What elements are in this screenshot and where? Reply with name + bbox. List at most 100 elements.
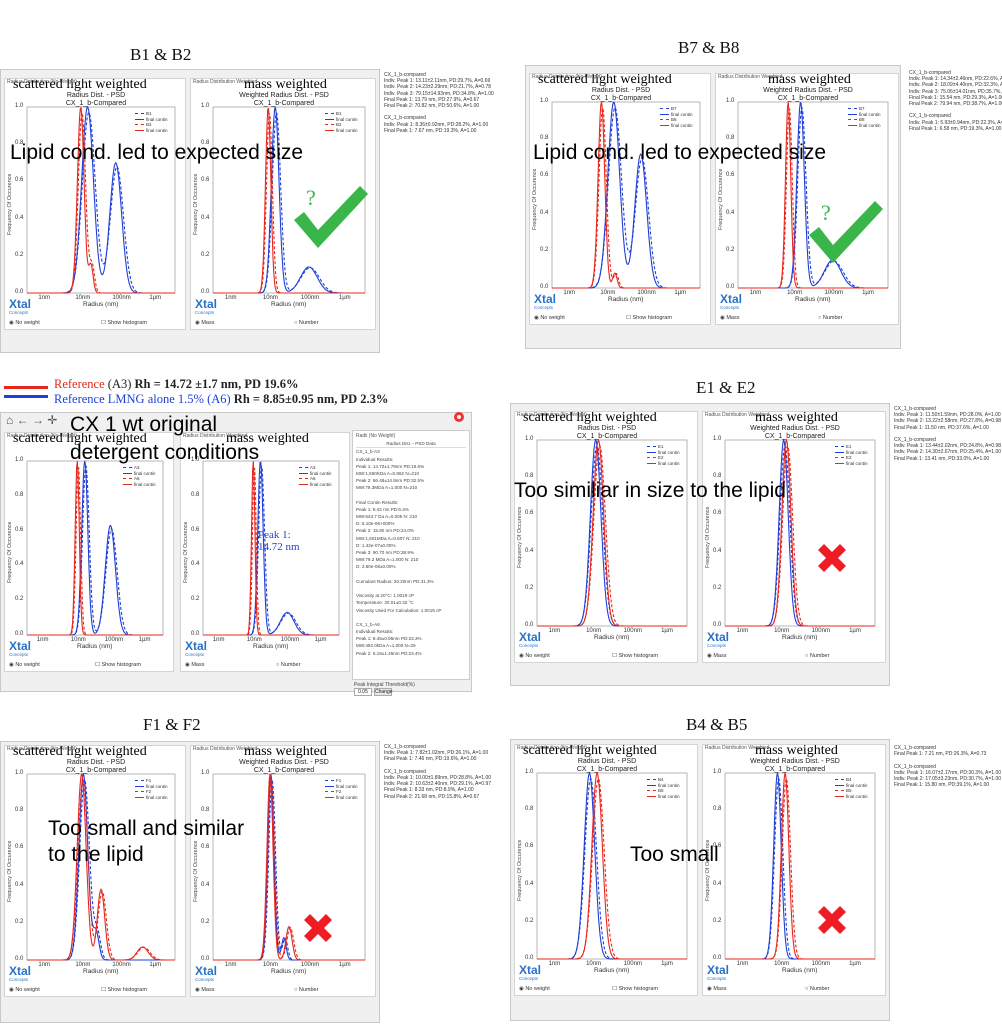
x-axis-label: Radius (nm) — [83, 301, 119, 308]
legend-swatch — [848, 124, 857, 126]
question-mark: ? — [821, 200, 831, 225]
x-tick-label: 10nm — [586, 628, 602, 634]
results-line: Viscosity at 20°C: 1.0019 cP — [356, 593, 414, 599]
results-line: D: 5.10e-06+000% — [356, 521, 395, 527]
show-histogram-checkbox[interactable]: ☐ Show histogram — [95, 662, 141, 668]
legend-text: B1 — [146, 111, 152, 116]
radio-icon: ○ — [294, 320, 299, 326]
summary-line: CX_1_b-compared — [894, 406, 936, 412]
change-button[interactable]: Change — [374, 688, 393, 696]
legend-text: F1 — [146, 778, 152, 783]
no-weight-radio[interactable]: ◉ No weight — [9, 662, 40, 668]
x-tick-label: 1nm — [736, 628, 749, 634]
mass-radio[interactable]: ◉ Mass — [720, 315, 739, 321]
move-icon[interactable]: ✛ — [47, 413, 58, 427]
no-weight-radio[interactable]: ◉ No weight — [9, 320, 40, 326]
legend-text: B8 — [671, 117, 677, 122]
reference-blue-line-icon — [4, 395, 48, 398]
radio-label: No weight — [15, 987, 40, 993]
y-tick-label: 0.2 — [713, 584, 722, 591]
logo-text: Xtal — [9, 964, 32, 978]
x-tick-label: 100nm — [112, 295, 131, 301]
check-mark-icon — [294, 186, 368, 248]
legend-swatch — [835, 790, 844, 792]
results-window-title: Radii (No Weight) — [356, 433, 396, 439]
no-weight-radio[interactable]: ◉ No weight — [9, 987, 40, 993]
summary-line: Indiv. Peak 3: 79.15±14.93nm, PD:34.8%, … — [384, 90, 494, 97]
number-radio[interactable]: ○ Number — [294, 320, 318, 326]
mass-radio[interactable]: ◉ Mass — [707, 653, 726, 659]
no-weight-radio[interactable]: ◉ No weight — [534, 315, 565, 321]
mass-radio[interactable]: ◉ Mass — [195, 320, 214, 326]
radio-icon: ◉ — [185, 662, 192, 668]
series-line-E2 — [537, 438, 687, 627]
window-title: Radius Distribution (No Weight) — [517, 412, 587, 418]
series-line-B4-final-contin — [537, 778, 687, 960]
xtal-logo: Xtal Concepts — [519, 964, 541, 981]
y-tick-label: 0.6 — [15, 844, 24, 851]
mass-radio[interactable]: ◉ Mass — [195, 987, 214, 993]
x-tick-label: 100nm — [623, 961, 642, 967]
left-distribution-plot — [26, 460, 164, 636]
legend-entry: B1 — [325, 111, 358, 117]
peak-summary: CX_1_b-compared Indiv. Peak 1: 13.11±2.11… — [384, 72, 494, 134]
legend-text: final contin — [336, 783, 358, 789]
show-histogram-checkbox[interactable]: ☐ Show histogram — [101, 987, 147, 993]
threshold-input[interactable]: 0.05 — [354, 688, 372, 696]
radio-label: Number — [809, 653, 830, 659]
results-line: D: 1.42e-07±0.00% — [356, 542, 396, 548]
number-radio[interactable]: ○ Number — [818, 315, 842, 321]
legend-swatch — [835, 457, 844, 459]
mass-radio[interactable]: ◉ Mass — [707, 986, 726, 992]
y-tick-label: 0.6 — [201, 177, 210, 184]
number-radio[interactable]: ○ Number — [805, 986, 829, 992]
mass-radio[interactable]: ◉ Mass — [185, 662, 204, 668]
y-tick-label: 0.4 — [201, 214, 210, 221]
show-histogram-checkbox[interactable]: ☐ Show histogram — [626, 315, 672, 321]
radio-icon: ◉ — [9, 320, 16, 326]
results-pane[interactable]: Radii (No Weight) Radius Dist. - PSD Data… — [352, 430, 470, 680]
mass-weighted-label: mass weighted — [244, 78, 327, 92]
window-title: Radius Distribution Weighted — [705, 412, 770, 418]
x-tick-label: 10nm — [262, 962, 278, 968]
legend-entry: E1 — [835, 444, 868, 450]
legend-entry: F1 — [135, 778, 168, 784]
no-weight-radio[interactable]: ◉ No weight — [519, 986, 550, 992]
legend-text: A3 — [310, 465, 316, 470]
number-radio[interactable]: ○ Number — [276, 662, 300, 668]
results-line: CX_1_b-A6 — [356, 621, 380, 627]
home-icon[interactable]: ⌂ — [6, 413, 14, 427]
show-histogram-checkbox[interactable]: ☐ Show histogram — [612, 986, 658, 992]
cross-mark-icon — [304, 914, 332, 942]
x-tick-label: 1µm — [138, 637, 151, 643]
chart-title: Radius Dist. - PSD — [577, 425, 637, 432]
left-distribution-plot — [536, 771, 688, 960]
series-line-E2-final-contin — [725, 445, 875, 627]
y-tick-label: 0.0 — [525, 622, 534, 628]
lifebuoy-icon[interactable] — [454, 412, 464, 422]
y-tick-label: 0.8 — [15, 140, 24, 147]
checkbox-icon: ☐ — [101, 320, 108, 326]
xtal-logo: Xtal Concepts — [519, 631, 541, 648]
radio-label: Mass — [726, 315, 740, 321]
number-radio[interactable]: ○ Number — [294, 987, 318, 993]
back-icon[interactable]: ← — [16, 413, 29, 427]
show-histogram-checkbox[interactable]: ☐ Show histogram — [612, 653, 658, 659]
results-line: Final Contin Results: — [356, 499, 399, 505]
legend-text: final contin — [658, 793, 680, 799]
legend-text: A3 — [134, 465, 140, 470]
number-radio[interactable]: ○ Number — [805, 653, 829, 659]
logo-sub: Concepts — [185, 652, 205, 657]
forward-icon[interactable]: → — [31, 413, 44, 427]
series-line-B8-final-contin — [738, 108, 888, 289]
chart-title: CX_1_b-Compared — [576, 433, 638, 440]
show-histogram-checkbox[interactable]: ☐ Show histogram — [101, 320, 147, 326]
logo-text: Xtal — [185, 639, 208, 653]
legend-entry: final contin — [647, 783, 680, 789]
summary-line: CX_1_b-compared — [384, 744, 426, 750]
no-weight-radio[interactable]: ◉ No weight — [519, 653, 550, 659]
legend-entry: B5 — [647, 788, 680, 794]
legend-text: A6 — [310, 476, 316, 481]
legend-entry: B2 — [135, 122, 168, 128]
y-tick-label: 0.6 — [540, 172, 549, 179]
